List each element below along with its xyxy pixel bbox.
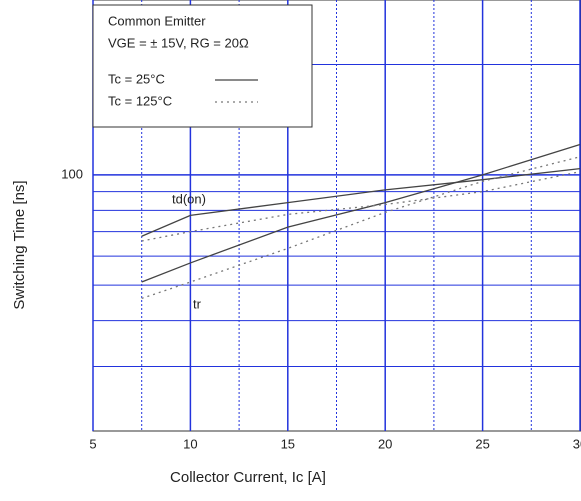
lines — [141, 143, 581, 300]
legend-label: Tc = 125°C — [108, 93, 172, 108]
legend-subtitle: VGE = ± 15V, RG = 20Ω — [108, 35, 249, 50]
x-tick-label: 10 — [183, 436, 197, 451]
y-tick-label: 100 — [61, 166, 83, 181]
x-tick-label: 20 — [378, 436, 392, 451]
x-tick-label: 15 — [281, 436, 295, 451]
curve — [141, 156, 581, 300]
x-tick-label: 30 — [573, 436, 581, 451]
annotation: tr — [193, 296, 202, 311]
x-tick-label: 25 — [475, 436, 489, 451]
curve — [141, 171, 581, 242]
annotation: td(on) — [172, 191, 206, 206]
legend-label: Tc = 25°C — [108, 71, 165, 86]
x-tick-label: 5 — [89, 436, 96, 451]
curve — [141, 143, 581, 283]
legend-box — [92, 4, 313, 128]
x-axis-label: Collector Current, Ic [A] — [170, 469, 326, 486]
y-axis-label: Switching Time [ns] — [11, 180, 28, 309]
curve — [141, 167, 581, 237]
legend-title: Common Emitter — [108, 13, 206, 28]
